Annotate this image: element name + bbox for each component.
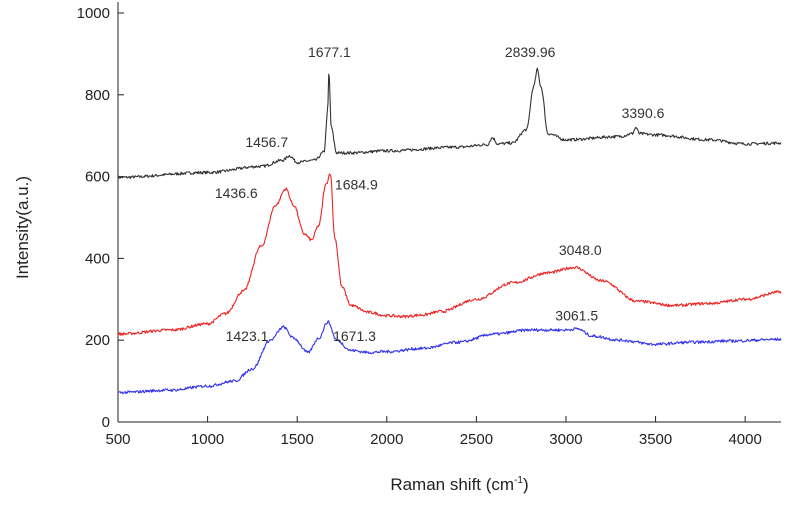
peak-label: 1456.7 (245, 134, 288, 150)
x-tick-label: 2000 (370, 431, 403, 448)
peak-label: 1423.1 (226, 328, 269, 344)
peak-label: 2839.96 (505, 44, 556, 60)
series-line-3 (117, 320, 782, 395)
y-tick-label: 600 (85, 169, 110, 186)
x-tick-label: 3000 (549, 431, 582, 448)
axes: 500 1000 1500 2000 2500 3000 3500 4000 0 200 400 60… (77, 2, 781, 448)
series-line-1 (117, 67, 782, 180)
x-tick-label: 3500 (639, 431, 672, 448)
x-axis-title-superscript: -1 (514, 475, 523, 486)
y-axis-title: Intensity(a.u.) (13, 176, 32, 279)
x-axis-title-main: Raman shift (cm (390, 475, 514, 494)
peak-label: 3390.6 (622, 105, 665, 121)
peak-label: 3048.0 (559, 242, 602, 258)
peak-label: 1677.1 (308, 44, 351, 60)
peak-label: 1436.6 (215, 185, 258, 201)
series-line-2 (117, 173, 782, 336)
annotation-layer: 1677.1 2839.96 3390.6 1456.7 1436.6 1684.9 304… (215, 44, 665, 344)
y-tick-label: 1000 (77, 5, 110, 22)
peak-label: 1671.3 (333, 328, 376, 344)
y-tick-label: 200 (85, 332, 110, 349)
series-layer (117, 67, 782, 395)
x-tick-label: 2500 (460, 431, 493, 448)
x-tick-label: 1000 (191, 431, 224, 448)
x-tick-label: 1500 (281, 431, 314, 448)
y-tick-label: 0 (102, 414, 110, 431)
x-tick-label: 500 (105, 431, 130, 448)
y-tick-label: 400 (85, 250, 110, 267)
x-axis-title-close: ) (523, 475, 529, 494)
y-tick-label: 800 (85, 87, 110, 104)
x-tick-label: 4000 (728, 431, 761, 448)
x-axis-title: Raman shift (cm-1) (390, 475, 528, 494)
peak-label: 3061.5 (555, 308, 598, 324)
peak-label: 1684.9 (335, 177, 378, 193)
